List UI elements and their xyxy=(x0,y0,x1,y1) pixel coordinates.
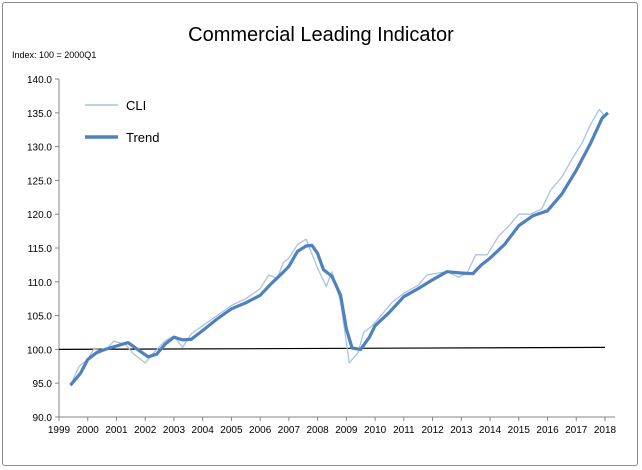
x-tick-label: 2015 xyxy=(508,425,531,436)
y-tick-label: 115.0 xyxy=(28,244,53,255)
x-tick-label: 2003 xyxy=(163,425,186,436)
series-line-trend xyxy=(69,111,609,387)
legend-trend-label: Trend xyxy=(126,130,159,145)
x-tick-label: 2018 xyxy=(594,425,617,436)
x-tick-label: 2009 xyxy=(335,425,358,436)
legend: CLI Trend xyxy=(85,98,159,145)
x-tick-label: 2016 xyxy=(536,425,559,436)
x-tick-label: 2002 xyxy=(134,425,157,436)
y-tick-label: 110.0 xyxy=(28,278,53,289)
x-tick-label: 2013 xyxy=(450,425,473,436)
x-tick-label: 2014 xyxy=(479,425,502,436)
y-tick-label: 125.0 xyxy=(27,176,52,187)
y-tick-label: 100.0 xyxy=(27,345,52,356)
x-tick-label: 2007 xyxy=(278,425,301,436)
y-tick-label: 95.0 xyxy=(33,379,53,390)
x-tick-label: 1999 xyxy=(48,425,71,436)
x-tick-label: 2011 xyxy=(393,425,415,436)
x-tick-label: 2001 xyxy=(105,425,128,436)
y-tick-label: 130.0 xyxy=(27,143,52,154)
chart-title: Commercial Leading Indicator xyxy=(188,24,454,46)
x-tick-label: 2000 xyxy=(77,425,100,436)
y-tick-label: 90.0 xyxy=(33,413,53,424)
reference-line-100 xyxy=(58,346,606,350)
tick-labels: 90.0 95.0 100.0 105.0 110.0 115.0 120.0 125.0 13… xyxy=(27,75,617,436)
x-tick-label: 2012 xyxy=(421,425,444,436)
x-tick-label: 2010 xyxy=(364,425,387,436)
y-tick-label: 105.0 xyxy=(27,312,52,323)
x-tick-label: 2004 xyxy=(192,425,215,436)
x-tick-label: 2017 xyxy=(565,425,588,436)
axes xyxy=(55,78,615,421)
y-tick-label: 140.0 xyxy=(27,75,52,86)
y-axis-label: Index: 100 = 2000Q1 xyxy=(12,50,97,60)
legend-cli-label: CLI xyxy=(126,98,146,113)
x-tick-label: 2005 xyxy=(220,425,243,436)
y-tick-label: 120.0 xyxy=(27,210,52,221)
y-tick-label: 135.0 xyxy=(27,109,52,120)
x-tick-label: 2006 xyxy=(249,425,272,436)
series-lines xyxy=(58,108,609,387)
x-tick-label: 2008 xyxy=(307,425,330,436)
chart-frame xyxy=(2,2,638,466)
series-line-cli xyxy=(69,108,606,386)
